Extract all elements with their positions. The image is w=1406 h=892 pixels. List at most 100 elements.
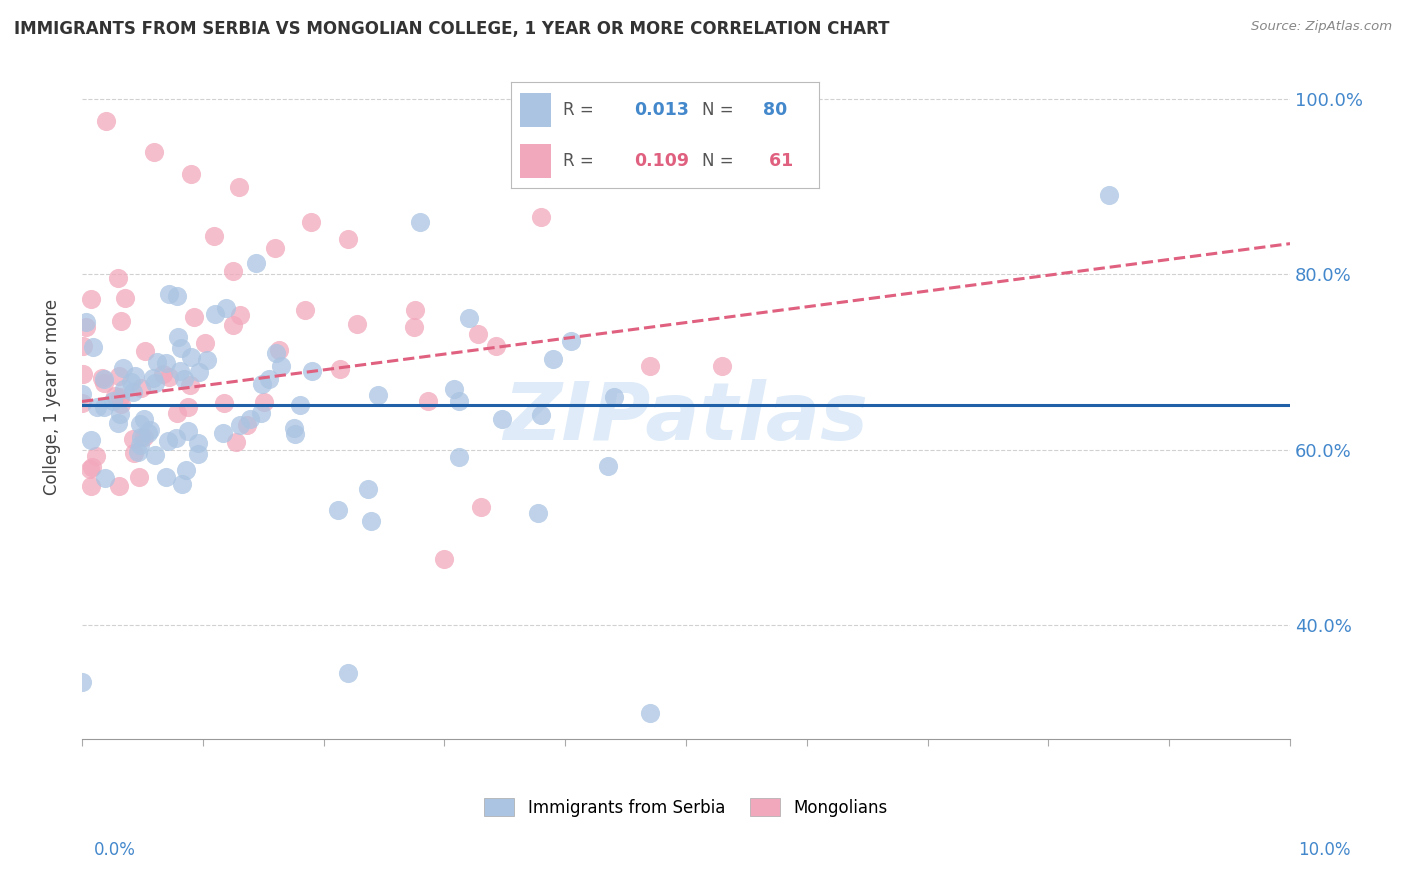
Legend: Immigrants from Serbia, Mongolians: Immigrants from Serbia, Mongolians bbox=[478, 792, 894, 823]
Immigrants from Serbia bbox=[249, 406, 271, 420]
Immigrants from Serbia bbox=[187, 436, 209, 450]
Mongolians bbox=[301, 215, 323, 229]
Mongolians bbox=[114, 292, 136, 306]
Immigrants from Serbia bbox=[449, 450, 471, 464]
Immigrants from Serbia bbox=[239, 412, 262, 426]
Mongolians bbox=[212, 395, 235, 409]
Immigrants from Serbia bbox=[173, 372, 195, 386]
Mongolians bbox=[329, 362, 352, 376]
Mongolians bbox=[107, 270, 129, 285]
Immigrants from Serbia bbox=[129, 417, 152, 431]
Mongolians bbox=[294, 303, 316, 318]
Mongolians bbox=[222, 318, 245, 332]
Immigrants from Serbia bbox=[447, 394, 470, 409]
Immigrants from Serbia bbox=[136, 426, 159, 441]
Text: ZIPatlas: ZIPatlas bbox=[503, 378, 869, 457]
Immigrants from Serbia bbox=[82, 340, 104, 354]
Mongolians bbox=[236, 418, 259, 433]
Immigrants from Serbia bbox=[560, 334, 582, 348]
Mongolians bbox=[253, 395, 276, 409]
Immigrants from Serbia bbox=[180, 350, 202, 364]
Immigrants from Serbia bbox=[93, 372, 115, 386]
Immigrants from Serbia bbox=[336, 666, 359, 681]
Immigrants from Serbia bbox=[491, 411, 513, 425]
Mongolians bbox=[202, 229, 225, 244]
Immigrants from Serbia bbox=[598, 458, 620, 473]
Mongolians bbox=[194, 336, 217, 351]
Immigrants from Serbia bbox=[142, 370, 165, 384]
Mongolians bbox=[134, 344, 156, 359]
Immigrants from Serbia bbox=[139, 423, 162, 437]
Mongolians bbox=[79, 462, 101, 476]
Mongolians bbox=[180, 167, 202, 181]
Immigrants from Serbia bbox=[107, 416, 129, 430]
Immigrants from Serbia bbox=[301, 364, 323, 378]
Immigrants from Serbia bbox=[108, 407, 131, 421]
Mongolians bbox=[228, 179, 250, 194]
Text: IMMIGRANTS FROM SERBIA VS MONGOLIAN COLLEGE, 1 YEAR OR MORE CORRELATION CHART: IMMIGRANTS FROM SERBIA VS MONGOLIAN COLL… bbox=[14, 20, 890, 37]
Mongolians bbox=[122, 432, 145, 446]
Immigrants from Serbia bbox=[357, 483, 380, 497]
Immigrants from Serbia bbox=[283, 420, 305, 434]
Mongolians bbox=[104, 389, 127, 403]
Immigrants from Serbia bbox=[121, 385, 143, 400]
Immigrants from Serbia bbox=[367, 388, 389, 402]
Mongolians bbox=[222, 264, 245, 278]
Mongolians bbox=[183, 310, 205, 325]
Mongolians bbox=[75, 319, 97, 334]
Immigrants from Serbia bbox=[326, 503, 349, 517]
Mongolians bbox=[470, 500, 492, 514]
Immigrants from Serbia bbox=[187, 365, 209, 379]
Mongolians bbox=[128, 470, 150, 484]
Mongolians bbox=[264, 241, 287, 255]
Mongolians bbox=[267, 343, 290, 357]
Immigrants from Serbia bbox=[166, 289, 188, 303]
Immigrants from Serbia bbox=[457, 311, 479, 326]
Mongolians bbox=[84, 449, 107, 463]
Mongolians bbox=[416, 393, 439, 408]
Mongolians bbox=[70, 396, 93, 410]
Immigrants from Serbia bbox=[155, 470, 177, 484]
Immigrants from Serbia bbox=[541, 351, 564, 366]
Immigrants from Serbia bbox=[75, 316, 97, 330]
Mongolians bbox=[80, 293, 103, 307]
Immigrants from Serbia bbox=[257, 372, 280, 386]
Immigrants from Serbia bbox=[79, 433, 101, 447]
Immigrants from Serbia bbox=[124, 369, 146, 384]
Mongolians bbox=[346, 318, 368, 332]
Mongolians bbox=[179, 378, 201, 392]
Immigrants from Serbia bbox=[187, 446, 209, 460]
Mongolians bbox=[402, 319, 425, 334]
Immigrants from Serbia bbox=[143, 448, 166, 462]
Mongolians bbox=[72, 339, 94, 353]
Immigrants from Serbia bbox=[132, 411, 155, 425]
Mongolians bbox=[93, 376, 115, 390]
Immigrants from Serbia bbox=[129, 430, 152, 444]
Y-axis label: College, 1 year or more: College, 1 year or more bbox=[44, 299, 60, 495]
Immigrants from Serbia bbox=[170, 341, 193, 355]
Mongolians bbox=[108, 478, 131, 492]
Mongolians bbox=[108, 390, 131, 404]
Mongolians bbox=[122, 445, 145, 459]
Immigrants from Serbia bbox=[638, 706, 661, 720]
Immigrants from Serbia bbox=[288, 398, 311, 412]
Immigrants from Serbia bbox=[70, 387, 93, 401]
Immigrants from Serbia bbox=[167, 330, 190, 344]
Immigrants from Serbia bbox=[195, 353, 218, 368]
Immigrants from Serbia bbox=[602, 390, 624, 404]
Mongolians bbox=[638, 359, 661, 374]
Mongolians bbox=[94, 114, 117, 128]
Immigrants from Serbia bbox=[103, 393, 125, 408]
Immigrants from Serbia bbox=[172, 476, 194, 491]
Immigrants from Serbia bbox=[177, 424, 200, 438]
Mongolians bbox=[176, 400, 198, 414]
Mongolians bbox=[467, 326, 489, 341]
Immigrants from Serbia bbox=[229, 418, 252, 433]
Immigrants from Serbia bbox=[176, 463, 198, 477]
Text: 0.0%: 0.0% bbox=[94, 840, 136, 858]
Immigrants from Serbia bbox=[284, 426, 307, 441]
Mongolians bbox=[166, 406, 188, 420]
Mongolians bbox=[72, 367, 94, 381]
Mongolians bbox=[129, 381, 152, 395]
Immigrants from Serbia bbox=[112, 361, 135, 376]
